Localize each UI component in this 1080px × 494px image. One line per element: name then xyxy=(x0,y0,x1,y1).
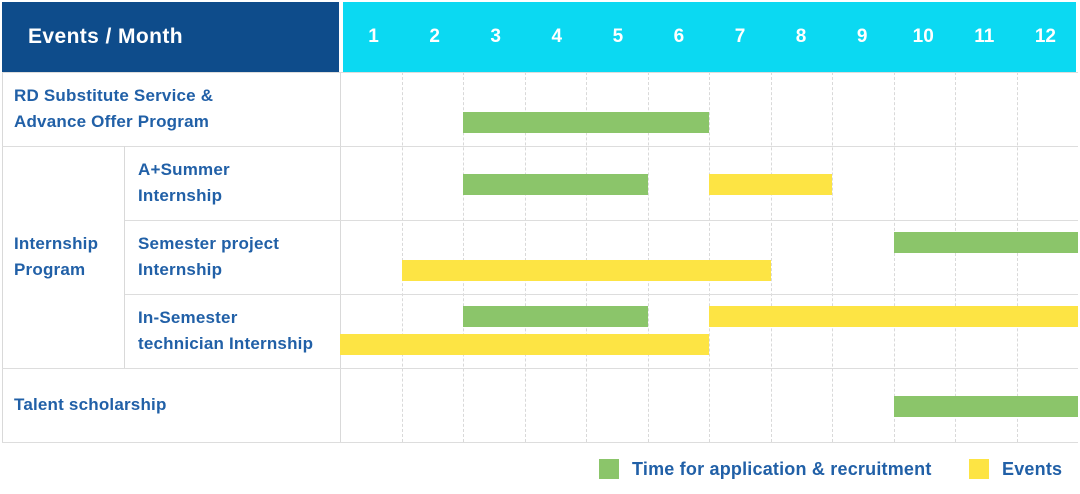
gantt-bar-events xyxy=(340,334,709,355)
gantt-bar-application xyxy=(463,174,648,195)
month-header-cell: 2 xyxy=(429,26,440,47)
month-header-cell: 10 xyxy=(912,26,934,47)
group-label-line: Program xyxy=(14,260,86,279)
gantt-bar-events xyxy=(709,306,1078,327)
month-header-cell: 12 xyxy=(1034,26,1056,47)
row-separator-line xyxy=(2,442,1078,443)
month-grid-line xyxy=(709,72,710,442)
events-month-header-cell: Events / Month xyxy=(2,2,339,72)
month-grid-line xyxy=(463,72,464,442)
grid-left-border-line xyxy=(2,72,3,442)
legend-label-events: Events xyxy=(1002,458,1063,479)
month-header-cell: 8 xyxy=(795,26,807,47)
month-header-cell: 1 xyxy=(368,26,379,47)
month-grid-line xyxy=(401,72,403,442)
gantt-bar-events xyxy=(401,260,771,281)
gantt-bar-events xyxy=(709,174,832,195)
legend-item-application: Time for application & recruitment xyxy=(599,458,932,480)
month-grid-line xyxy=(893,72,895,442)
month-header-cell: 7 xyxy=(734,26,746,47)
month-header-cell: 11 xyxy=(974,26,995,47)
gantt-bar-application xyxy=(463,306,648,327)
row-label-line: Advance Offer Program xyxy=(14,112,210,131)
gantt-bar-application xyxy=(893,232,1078,253)
events-yellow-swatch-icon xyxy=(969,459,989,479)
month-header-row: 1 2 3 4 5 6 7 8 9 10 11 12 xyxy=(343,2,1076,72)
label-chart-divider-line xyxy=(340,72,341,442)
header-bottom-line xyxy=(2,72,1078,73)
row-separator-line xyxy=(124,294,1078,295)
month-grid-line xyxy=(647,72,649,442)
month-header-cell: 3 xyxy=(490,26,501,47)
legend-label-application: Time for application & recruitment xyxy=(632,458,932,479)
row-separator-line xyxy=(2,146,1078,147)
row-label-line: Semester project xyxy=(138,234,280,253)
legend: Time for application & recruitment Event… xyxy=(0,458,1080,482)
row-label: RD Substitute Service & Advance Offer Pro… xyxy=(2,72,340,146)
row-label: Semester project Internship xyxy=(124,220,340,294)
row-label-line: Internship xyxy=(138,260,223,279)
row-label: In-Semester technician Internship xyxy=(124,294,340,368)
group-column-divider-line xyxy=(124,146,125,368)
legend-item-events: Events xyxy=(969,458,1062,480)
events-month-header-label: Events / Month xyxy=(28,25,183,48)
month-header-cell: 9 xyxy=(856,26,868,47)
row-label-line: Internship xyxy=(138,186,223,205)
row-separator-line xyxy=(124,220,1078,221)
group-label-line: Internship xyxy=(14,234,99,253)
row-label-line: Talent scholarship xyxy=(14,395,167,414)
month-header-cell: 4 xyxy=(551,26,563,47)
gantt-bar-application xyxy=(893,396,1078,417)
row-label-line: A+Summer xyxy=(138,160,230,179)
row-label-line: RD Substitute Service & xyxy=(14,86,214,105)
month-header-cell: 5 xyxy=(612,26,624,47)
month-grid-line xyxy=(832,72,833,442)
month-grid-line xyxy=(770,72,772,442)
application-green-swatch-icon xyxy=(599,459,619,479)
month-grid-line xyxy=(1016,72,1018,442)
month-header-cell: 6 xyxy=(673,26,685,47)
row-label: A+Summer Internship xyxy=(124,146,340,220)
row-separator-line xyxy=(2,368,1078,369)
month-grid-line xyxy=(524,72,526,442)
month-grid-line xyxy=(586,72,587,442)
row-label-line: technician Internship xyxy=(138,334,314,353)
row-label-line: In-Semester xyxy=(138,308,238,327)
month-grid-line xyxy=(955,72,956,442)
group-label: Internship Program xyxy=(2,146,124,368)
row-label: Talent scholarship xyxy=(2,368,340,442)
gantt-bar-application xyxy=(463,112,709,133)
